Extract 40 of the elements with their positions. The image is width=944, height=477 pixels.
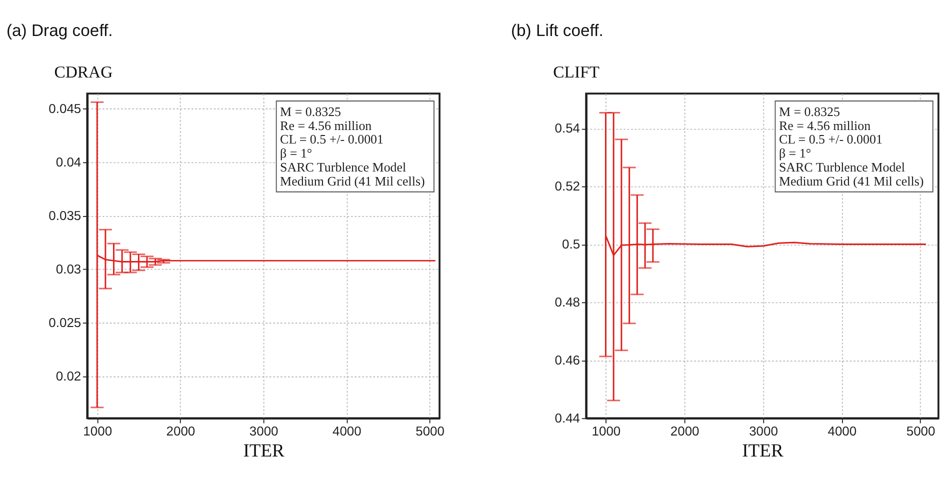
- annotation: β = 1°: [280, 146, 312, 161]
- y-axis-title: CLIFT: [553, 62, 600, 82]
- x-tick-label: 3000: [749, 423, 778, 438]
- y-axis-title: CDRAG: [54, 62, 113, 82]
- x-axis-title: ITER: [243, 440, 286, 462]
- annotation: β = 1°: [778, 146, 812, 161]
- x-tick-label: 1000: [592, 423, 621, 438]
- x-tick-label: 5000: [906, 423, 936, 438]
- annotation: SARC Turblence Model: [280, 159, 407, 174]
- x-tick-label: 2000: [670, 423, 700, 438]
- y-tick-label: 0.02: [56, 368, 82, 384]
- x-tick-label: 4000: [828, 423, 857, 438]
- annotation: CL = 0.5 +/- 0.0001: [280, 132, 384, 147]
- annotation: Re = 4.56 million: [778, 118, 872, 133]
- y-tick-label: 0.44: [554, 410, 580, 426]
- annotation: M = 0.8325: [778, 104, 840, 119]
- x-axis-title: ITER: [742, 440, 784, 462]
- x-tick-label: 1000: [83, 423, 112, 438]
- y-tick-label: 0.04: [56, 154, 82, 170]
- chart-title: (a) Drag coeff.: [6, 21, 113, 40]
- y-tick-label: 0.52: [554, 178, 580, 194]
- y-tick-label: 0.025: [48, 314, 82, 330]
- annotation: Medium Grid (41 Mil cells): [778, 173, 924, 188]
- annotation: SARC Turblence Model: [778, 159, 906, 174]
- y-tick-label: 0.035: [48, 208, 82, 223]
- x-tick-label: 3000: [249, 423, 278, 438]
- x-tick-label: 2000: [166, 423, 196, 438]
- y-tick-label: 0.5: [562, 236, 580, 252]
- y-tick-label: 0.46: [554, 352, 580, 368]
- annotation: Medium Grid (41 Mil cells): [280, 173, 425, 188]
- annotation: Re = 4.56 million: [280, 118, 372, 133]
- y-tick-label: 0.48: [554, 294, 580, 310]
- annotation: CL = 0.5 +/- 0.0001: [778, 132, 882, 147]
- chart-title: (b) Lift coeff.: [510, 21, 604, 40]
- y-tick-label: 0.54: [554, 120, 580, 136]
- y-tick-label: 0.045: [48, 100, 82, 116]
- annotation: M = 0.8325: [280, 104, 342, 119]
- x-tick-label: 5000: [416, 423, 444, 438]
- y-tick-label: 0.03: [56, 261, 82, 276]
- x-tick-label: 4000: [332, 423, 362, 438]
